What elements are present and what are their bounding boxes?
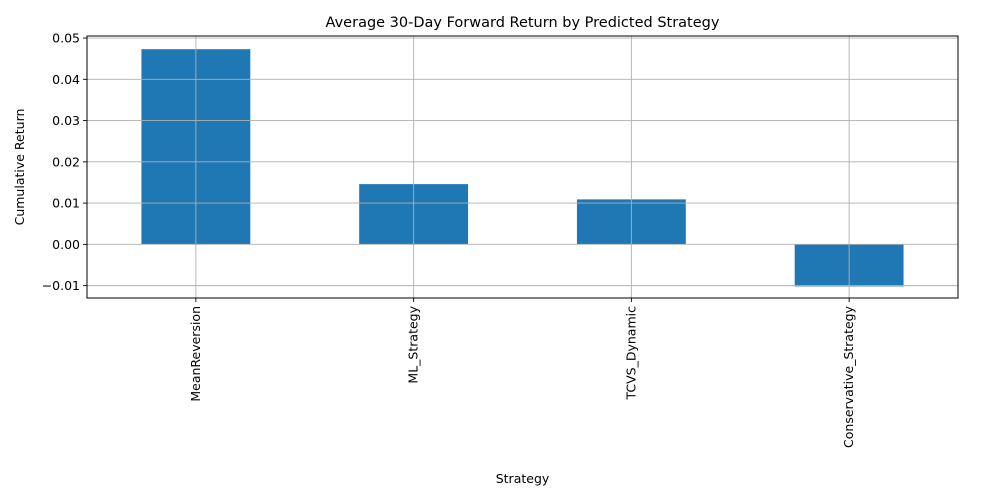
- y-tick-label: −0.01: [42, 278, 80, 293]
- x-tick-label: MeanReversion: [188, 306, 203, 402]
- plot-frame: [86, 35, 959, 299]
- x-tick-label: ML_Strategy: [406, 305, 421, 383]
- y-tick-label: 0.04: [52, 72, 80, 87]
- axis-ticks: −0.01 0.00 0.01 0.02 0.03 0.04 0.05 MeanReversi…: [42, 31, 856, 448]
- y-tick-label: 0.03: [52, 113, 80, 128]
- grid-lines-front: [87, 36, 958, 298]
- chart-title: Average 30-Day Forward Return by Predict…: [326, 15, 720, 31]
- bars: [141, 49, 904, 287]
- y-tick-label: 0.00: [52, 237, 80, 252]
- y-tick-label: 0.01: [52, 196, 80, 211]
- y-tick-label: 0.02: [52, 154, 80, 169]
- y-axis-label: Cumulative Return: [12, 109, 27, 226]
- x-tick-label: TCVS_Dynamic: [623, 306, 638, 401]
- y-tick-label: 0.05: [52, 31, 80, 46]
- x-tick-label: Conservative_Strategy: [841, 305, 856, 448]
- x-axis-label: Strategy: [496, 471, 550, 486]
